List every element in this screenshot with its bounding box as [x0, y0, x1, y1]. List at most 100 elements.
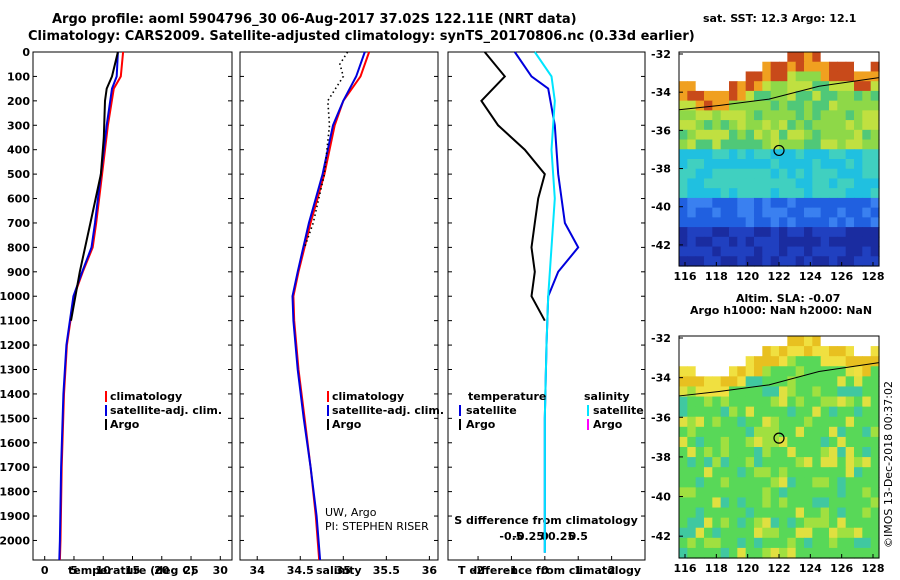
- map-cell: [862, 537, 872, 549]
- map-cell: [737, 120, 747, 131]
- map-cell: [712, 256, 722, 267]
- map-cell: [812, 497, 822, 509]
- map-cell: [762, 236, 772, 248]
- map-cell: [812, 197, 822, 209]
- map-cell: [862, 100, 872, 111]
- map-cell: [845, 207, 855, 218]
- map-cell: [762, 497, 772, 509]
- map-cell: [704, 376, 713, 388]
- map-cell: [770, 71, 780, 82]
- map-cell: [687, 120, 697, 131]
- map-cell: [862, 477, 872, 488]
- x-tick-label: 10: [96, 564, 112, 577]
- map-cell: [729, 197, 738, 209]
- map-cell: [870, 168, 880, 180]
- map-cell: [812, 376, 822, 388]
- map-cell: [779, 149, 788, 160]
- map-cell: [695, 61, 705, 73]
- s-diff-tick-label: -0.25: [512, 530, 544, 543]
- map-cell: [720, 537, 730, 549]
- map-cell: [754, 197, 763, 209]
- map-cell: [745, 256, 755, 267]
- map-cell: [754, 168, 763, 180]
- map-cell: [729, 52, 738, 63]
- map-cell: [787, 366, 797, 377]
- map-cell: [704, 517, 713, 529]
- map-cell: [695, 547, 705, 559]
- map-cell: [770, 467, 780, 478]
- lon-tick-label: 128: [862, 270, 885, 283]
- map-cell: [754, 178, 763, 189]
- map-cell: [820, 426, 830, 438]
- map-cell: [754, 537, 763, 549]
- map-cell: [762, 406, 772, 418]
- map-cell: [820, 467, 830, 478]
- map-cell: [704, 386, 713, 398]
- map-cell: [787, 71, 797, 82]
- map-cell: [779, 537, 788, 549]
- map-cell: [812, 168, 822, 180]
- map-cell: [795, 61, 805, 73]
- map-cell: [795, 197, 805, 209]
- map-cell: [712, 477, 722, 488]
- map-cell: [687, 236, 697, 248]
- map-cell: [679, 149, 688, 160]
- map-cell: [704, 246, 713, 257]
- lon-tick-label: 124: [799, 270, 822, 283]
- map-cell: [687, 376, 697, 388]
- map-cell: [695, 336, 705, 347]
- map-cell: [845, 346, 855, 357]
- map-cell: [787, 100, 797, 111]
- map-cell: [687, 426, 697, 438]
- map-cell: [679, 188, 688, 199]
- map-cell: [679, 436, 688, 448]
- map-cell: [804, 61, 813, 73]
- map-cell: [712, 396, 722, 408]
- map-cell: [845, 527, 855, 539]
- map-cell: [754, 426, 763, 438]
- map-cell: [829, 406, 838, 418]
- map-cell: [679, 178, 688, 189]
- map-cell: [745, 159, 755, 170]
- legend-label: Argo: [110, 418, 140, 431]
- map-cell: [795, 207, 805, 218]
- map-cell: [870, 207, 880, 218]
- map-cell: [754, 336, 763, 347]
- map-cell: [820, 227, 830, 238]
- map-cell: [770, 457, 780, 468]
- map-cell: [787, 336, 797, 347]
- map-cell: [770, 356, 780, 367]
- map-cell: [712, 61, 722, 73]
- map-cell: [812, 71, 822, 82]
- map-cell: [829, 457, 838, 468]
- map-cell: [729, 236, 738, 248]
- lon-tick-label: 120: [736, 562, 759, 575]
- map-cell: [787, 497, 797, 509]
- depth-tick-label: 1100: [0, 315, 30, 328]
- map-cell: [812, 487, 822, 499]
- map-cell: [804, 217, 813, 228]
- map-cell: [762, 376, 772, 388]
- map-cell: [804, 376, 813, 388]
- map-cell: [695, 71, 705, 82]
- map-cell: [754, 487, 763, 499]
- map-cell: [862, 207, 872, 218]
- map-cell: [870, 547, 880, 559]
- map-cell: [712, 71, 722, 82]
- x-tick-label: 34: [250, 564, 266, 577]
- map-cell: [829, 356, 838, 367]
- map-cell: [704, 547, 713, 559]
- map-cell: [787, 139, 797, 150]
- map-cell: [712, 547, 722, 559]
- map-cell: [862, 129, 872, 141]
- map-cell: [712, 356, 722, 367]
- map-cell: [787, 527, 797, 539]
- credit-line-2: PI: STEPHEN RISER: [325, 520, 429, 533]
- map-cell: [804, 188, 813, 199]
- map-cell: [845, 81, 855, 92]
- map-cell: [729, 139, 738, 150]
- map-cell: [787, 517, 797, 529]
- map-cell: [820, 90, 830, 102]
- map-cell: [779, 467, 788, 478]
- map-cell: [829, 236, 838, 248]
